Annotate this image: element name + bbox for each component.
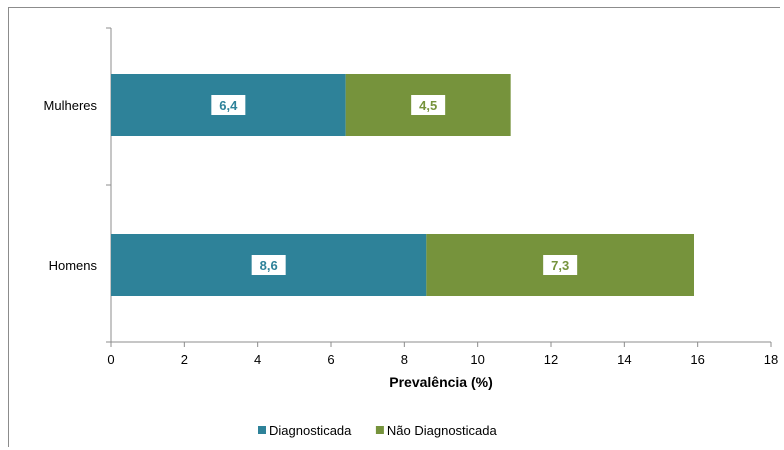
legend: Diagnosticada Não Diagnosticada <box>258 423 498 438</box>
data-label-box <box>251 255 286 275</box>
legend-label: Diagnosticada <box>269 423 352 438</box>
data-label: 6,4 <box>219 98 238 113</box>
x-tick-label: 16 <box>690 352 704 367</box>
x-axis: 0 2 4 6 8 10 12 14 16 18 <box>107 341 778 367</box>
x-tick-label: 4 <box>254 352 261 367</box>
data-label: 7,3 <box>551 258 569 273</box>
x-tick-label: 2 <box>181 352 188 367</box>
x-axis-title: Prevalência (%) <box>389 374 493 390</box>
data-labels: 6,4 4,5 8,6 7,3 <box>211 95 578 275</box>
x-tick-label: 6 <box>327 352 334 367</box>
x-tick-label: 10 <box>470 352 484 367</box>
data-label-box <box>411 95 446 115</box>
legend-label: Não Diagnosticada <box>387 423 498 438</box>
x-tick-label: 14 <box>617 352 631 367</box>
data-label-box <box>211 95 246 115</box>
legend-swatch <box>375 426 384 434</box>
chart-frame <box>8 7 780 447</box>
y-category-label: Mulheres <box>44 98 98 113</box>
y-category-label: Homens <box>49 258 98 273</box>
x-tick-label: 8 <box>401 352 408 367</box>
x-tick-label: 18 <box>764 352 778 367</box>
data-label: 4,5 <box>419 98 437 113</box>
bars <box>111 74 694 296</box>
x-tick-label: 12 <box>544 352 558 367</box>
x-tick-label: 0 <box>107 352 114 367</box>
data-label-box <box>543 255 578 275</box>
data-label: 8,6 <box>260 258 278 273</box>
y-axis: Mulheres Homens <box>44 27 112 343</box>
legend-swatch <box>258 426 266 434</box>
